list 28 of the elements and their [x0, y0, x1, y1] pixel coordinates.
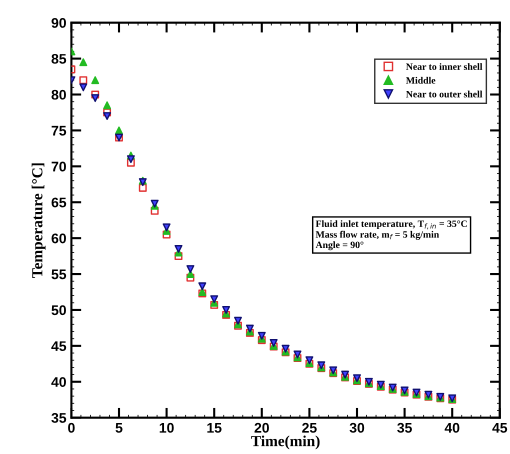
y-tick-label: 70 — [52, 162, 66, 172]
text: Fluid inlet temperature, T$_{f,in}$ = 35°C Mass flow rate, m$_{f}$ = 5 kg/min Angle = 90° — [316, 220, 467, 250]
x-tick-label: 35 — [397, 422, 412, 433]
y-tick-label: 50 — [52, 305, 66, 316]
x-tick-label: 40 — [444, 422, 460, 433]
y-tick-label: 80 — [52, 90, 66, 100]
legend-label: Near to outer shell — [406, 90, 482, 98]
y-tick-label: 75 — [52, 126, 66, 136]
x-tick-label: 30 — [350, 422, 364, 433]
x-tick-label: 0 — [68, 422, 75, 433]
y-tick-label: 90 — [52, 18, 66, 28]
x-tick-label: 25 — [302, 422, 317, 433]
x-tick-label: 15 — [207, 423, 222, 433]
y-tick-label: 45 — [51, 341, 66, 352]
legend-label: Middle — [406, 76, 436, 84]
x-tick-label: 20 — [254, 422, 269, 433]
x-axis-title: Time(min) — [251, 435, 320, 450]
y-tick-label: 60 — [52, 233, 66, 244]
x-tick-label: 10 — [160, 422, 174, 433]
y-axis-title: Temperature [°C] — [32, 163, 46, 278]
x-tick-label: 5 — [116, 423, 122, 433]
y-tick-label: 65 — [52, 198, 66, 208]
y-tick-label: 85 — [52, 54, 66, 64]
y-tick-label: 35 — [51, 413, 66, 423]
x-tick-label: 45 — [492, 423, 508, 433]
legend-label: Near to inner shell — [406, 63, 482, 70]
y-tick-label: 40 — [51, 377, 66, 387]
y-tick-label: 55 — [52, 270, 66, 280]
